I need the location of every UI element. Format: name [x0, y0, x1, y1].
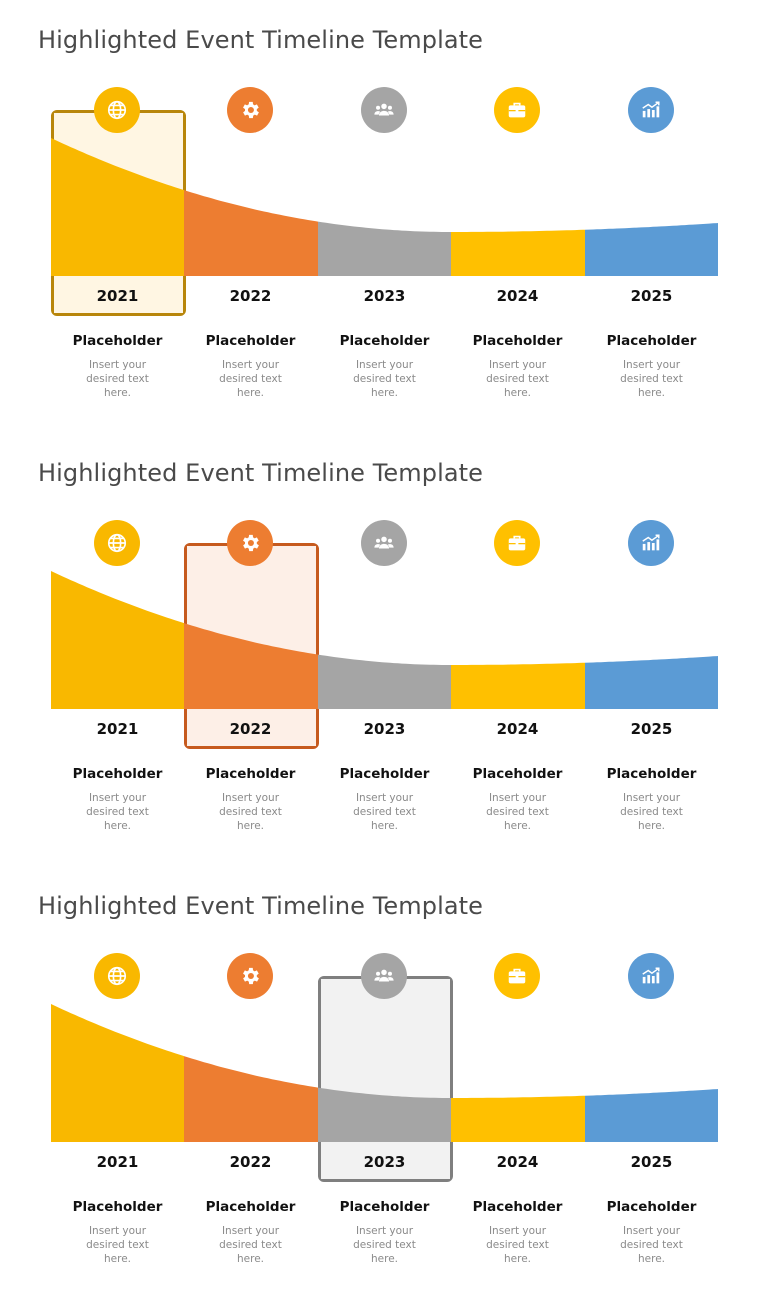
- event-year: 2023: [363, 1153, 406, 1171]
- event-year: 2024: [496, 287, 539, 305]
- gear-icon: [227, 87, 273, 133]
- event-description: Insert your desired text here.: [486, 1225, 549, 1265]
- team-icon: [361, 953, 407, 999]
- timeline-event: 2022 Placeholder Insert your desired text …: [184, 0, 317, 420]
- event-description: Insert your desired text here.: [86, 1225, 149, 1265]
- timeline-slide: Highlighted Event Timeline Template 2021 P…: [0, 866, 768, 1299]
- slide-title: Highlighted Event Timeline Template: [38, 459, 484, 487]
- wave-segment: [184, 623, 318, 709]
- timeline-event: 2024 Placeholder Insert your desired text …: [451, 433, 584, 853]
- event-title: Placeholder: [72, 1199, 163, 1215]
- globe-icon: [94, 953, 140, 999]
- event-year: 2025: [630, 287, 673, 305]
- slide-title: Highlighted Event Timeline Template: [38, 26, 484, 54]
- wave-segment: [51, 571, 184, 709]
- event-title: Placeholder: [606, 766, 697, 782]
- timeline-event: 2024 Placeholder Insert your desired text …: [451, 866, 584, 1286]
- event-year: 2022: [229, 1153, 272, 1171]
- timeline-event: 2025 Placeholder Insert your desired text …: [585, 0, 718, 420]
- timeline-event: 2023 Placeholder Insert your desired text …: [318, 433, 451, 853]
- timeline-event: 2024 Placeholder Insert your desired text …: [451, 0, 584, 420]
- event-year: 2024: [496, 720, 539, 738]
- gear-icon: [227, 953, 273, 999]
- team-icon: [361, 520, 407, 566]
- event-title: Placeholder: [205, 766, 296, 782]
- event-year: 2021: [96, 720, 139, 738]
- event-description: Insert your desired text here.: [86, 792, 149, 832]
- timeline-wave: [51, 571, 718, 709]
- wave-segment: [585, 656, 718, 709]
- wave-segment: [318, 654, 451, 709]
- team-icon: [361, 87, 407, 133]
- event-description: Insert your desired text here.: [620, 1225, 683, 1265]
- event-description: Insert your desired text here.: [486, 359, 549, 399]
- event-year: 2021: [96, 287, 139, 305]
- wave-segment: [451, 662, 585, 709]
- event-description: Insert your desired text here.: [486, 792, 549, 832]
- event-title: Placeholder: [472, 766, 563, 782]
- timeline-event: 2021 Placeholder Insert your desired text …: [51, 866, 184, 1286]
- event-year: 2024: [496, 1153, 539, 1171]
- event-title: Placeholder: [205, 1199, 296, 1215]
- timeline-wave: [51, 138, 718, 276]
- event-description: Insert your desired text here.: [620, 792, 683, 832]
- gear-icon: [227, 520, 273, 566]
- event-title: Placeholder: [339, 333, 430, 349]
- event-description: Insert your desired text here.: [86, 359, 149, 399]
- chart-icon: [628, 87, 674, 133]
- event-title: Placeholder: [205, 333, 296, 349]
- timeline-event: 2025 Placeholder Insert your desired text …: [585, 433, 718, 853]
- event-year: 2025: [630, 1153, 673, 1171]
- event-description: Insert your desired text here.: [219, 359, 282, 399]
- timeline-event: 2021 Placeholder Insert your desired text …: [51, 0, 184, 420]
- event-description: Insert your desired text here.: [353, 792, 416, 832]
- event-title: Placeholder: [339, 766, 430, 782]
- event-title: Placeholder: [606, 1199, 697, 1215]
- globe-icon: [94, 87, 140, 133]
- event-description: Insert your desired text here.: [353, 1225, 416, 1265]
- chart-icon: [628, 953, 674, 999]
- timeline-event: 2025 Placeholder Insert your desired text …: [585, 866, 718, 1286]
- event-year: 2022: [229, 287, 272, 305]
- event-title: Placeholder: [72, 766, 163, 782]
- wave-segment: [451, 229, 585, 276]
- event-description: Insert your desired text here.: [620, 359, 683, 399]
- event-description: Insert your desired text here.: [219, 1225, 282, 1265]
- event-title: Placeholder: [72, 333, 163, 349]
- timeline-slide: Highlighted Event Timeline Template 2021 P…: [0, 0, 768, 433]
- slide-title: Highlighted Event Timeline Template: [38, 892, 484, 920]
- timeline-event: 2023 Placeholder Insert your desired text …: [318, 866, 451, 1286]
- briefcase-icon: [494, 953, 540, 999]
- wave-segment: [51, 138, 184, 276]
- briefcase-icon: [494, 520, 540, 566]
- briefcase-icon: [494, 87, 540, 133]
- timeline-event: 2023 Placeholder Insert your desired text …: [318, 0, 451, 420]
- wave-segment: [318, 221, 451, 276]
- event-year: 2023: [363, 287, 406, 305]
- event-description: Insert your desired text here.: [353, 359, 416, 399]
- event-year: 2023: [363, 720, 406, 738]
- wave-segment: [184, 190, 318, 276]
- event-year: 2025: [630, 720, 673, 738]
- event-title: Placeholder: [339, 1199, 430, 1215]
- wave-segment: [585, 223, 718, 276]
- timeline-event: 2021 Placeholder Insert your desired text …: [51, 433, 184, 853]
- globe-icon: [94, 520, 140, 566]
- event-year: 2022: [229, 720, 272, 738]
- event-title: Placeholder: [472, 1199, 563, 1215]
- timeline-event: 2022 Placeholder Insert your desired text …: [184, 866, 317, 1286]
- timeline-event: 2022 Placeholder Insert your desired text …: [184, 433, 317, 853]
- event-title: Placeholder: [606, 333, 697, 349]
- event-year: 2021: [96, 1153, 139, 1171]
- timeline-slide: Highlighted Event Timeline Template 2021 P…: [0, 433, 768, 866]
- event-description: Insert your desired text here.: [219, 792, 282, 832]
- event-title: Placeholder: [472, 333, 563, 349]
- chart-icon: [628, 520, 674, 566]
